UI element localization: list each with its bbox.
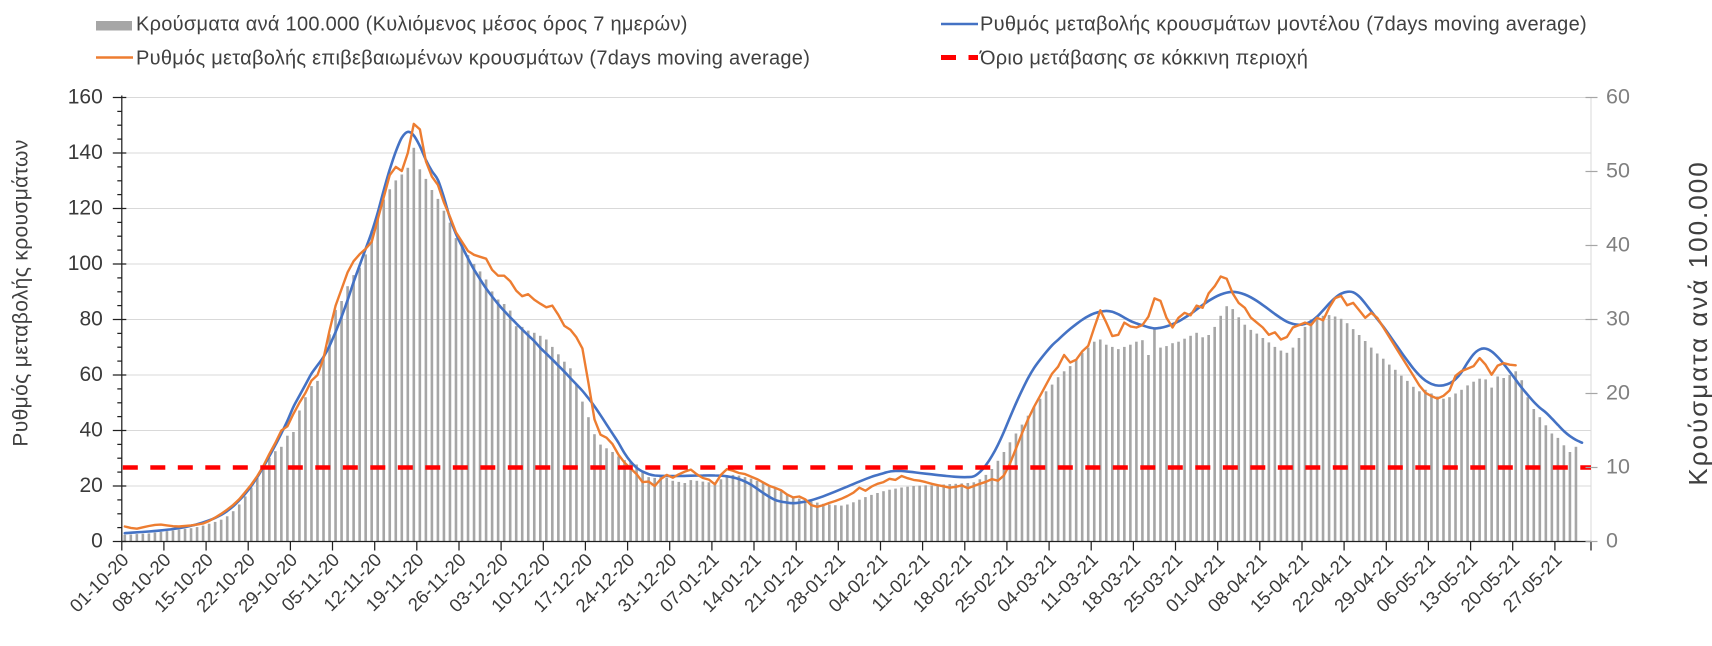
svg-text:60: 60 [79, 363, 102, 386]
svg-text:50: 50 [1606, 159, 1630, 183]
svg-text:80: 80 [79, 308, 102, 331]
svg-text:20: 20 [1606, 381, 1630, 405]
svg-text:Ρυθμός μεταβολής κρουσμάτων: Ρυθμός μεταβολής κρουσμάτων [10, 139, 33, 446]
svg-text:10: 10 [1606, 455, 1630, 479]
svg-text:30: 30 [1606, 307, 1630, 331]
svg-text:40: 40 [1606, 233, 1630, 257]
svg-text:140: 140 [68, 141, 103, 164]
svg-text:Ρυθμός μεταβολής κρουσμάτων μο: Ρυθμός μεταβολής κρουσμάτων μοντέλου (7d… [980, 14, 1587, 36]
svg-text:160: 160 [68, 86, 103, 109]
svg-text:Κρούσματα ανά 100.000 (Κυλιόμε: Κρούσματα ανά 100.000 (Κυλιόμενος μέσος … [136, 14, 688, 36]
svg-text:120: 120 [68, 197, 103, 220]
svg-text:Κρούσματα ανά 100.000: Κρούσματα ανά 100.000 [1683, 160, 1712, 485]
svg-text:100: 100 [68, 252, 103, 275]
svg-text:20: 20 [79, 474, 102, 497]
svg-text:Όριο μετάβασης σε κόκκινη περι: Όριο μετάβασης σε κόκκινη περιοχή [979, 48, 1308, 70]
svg-text:40: 40 [79, 419, 102, 442]
svg-text:0: 0 [91, 530, 103, 553]
svg-text:60: 60 [1606, 85, 1630, 109]
svg-text:Ρυθμός μεταβολής επιβεβαιωμένω: Ρυθμός μεταβολής επιβεβαιωμένων κρουσμάτ… [136, 48, 810, 70]
svg-text:0: 0 [1606, 529, 1618, 553]
